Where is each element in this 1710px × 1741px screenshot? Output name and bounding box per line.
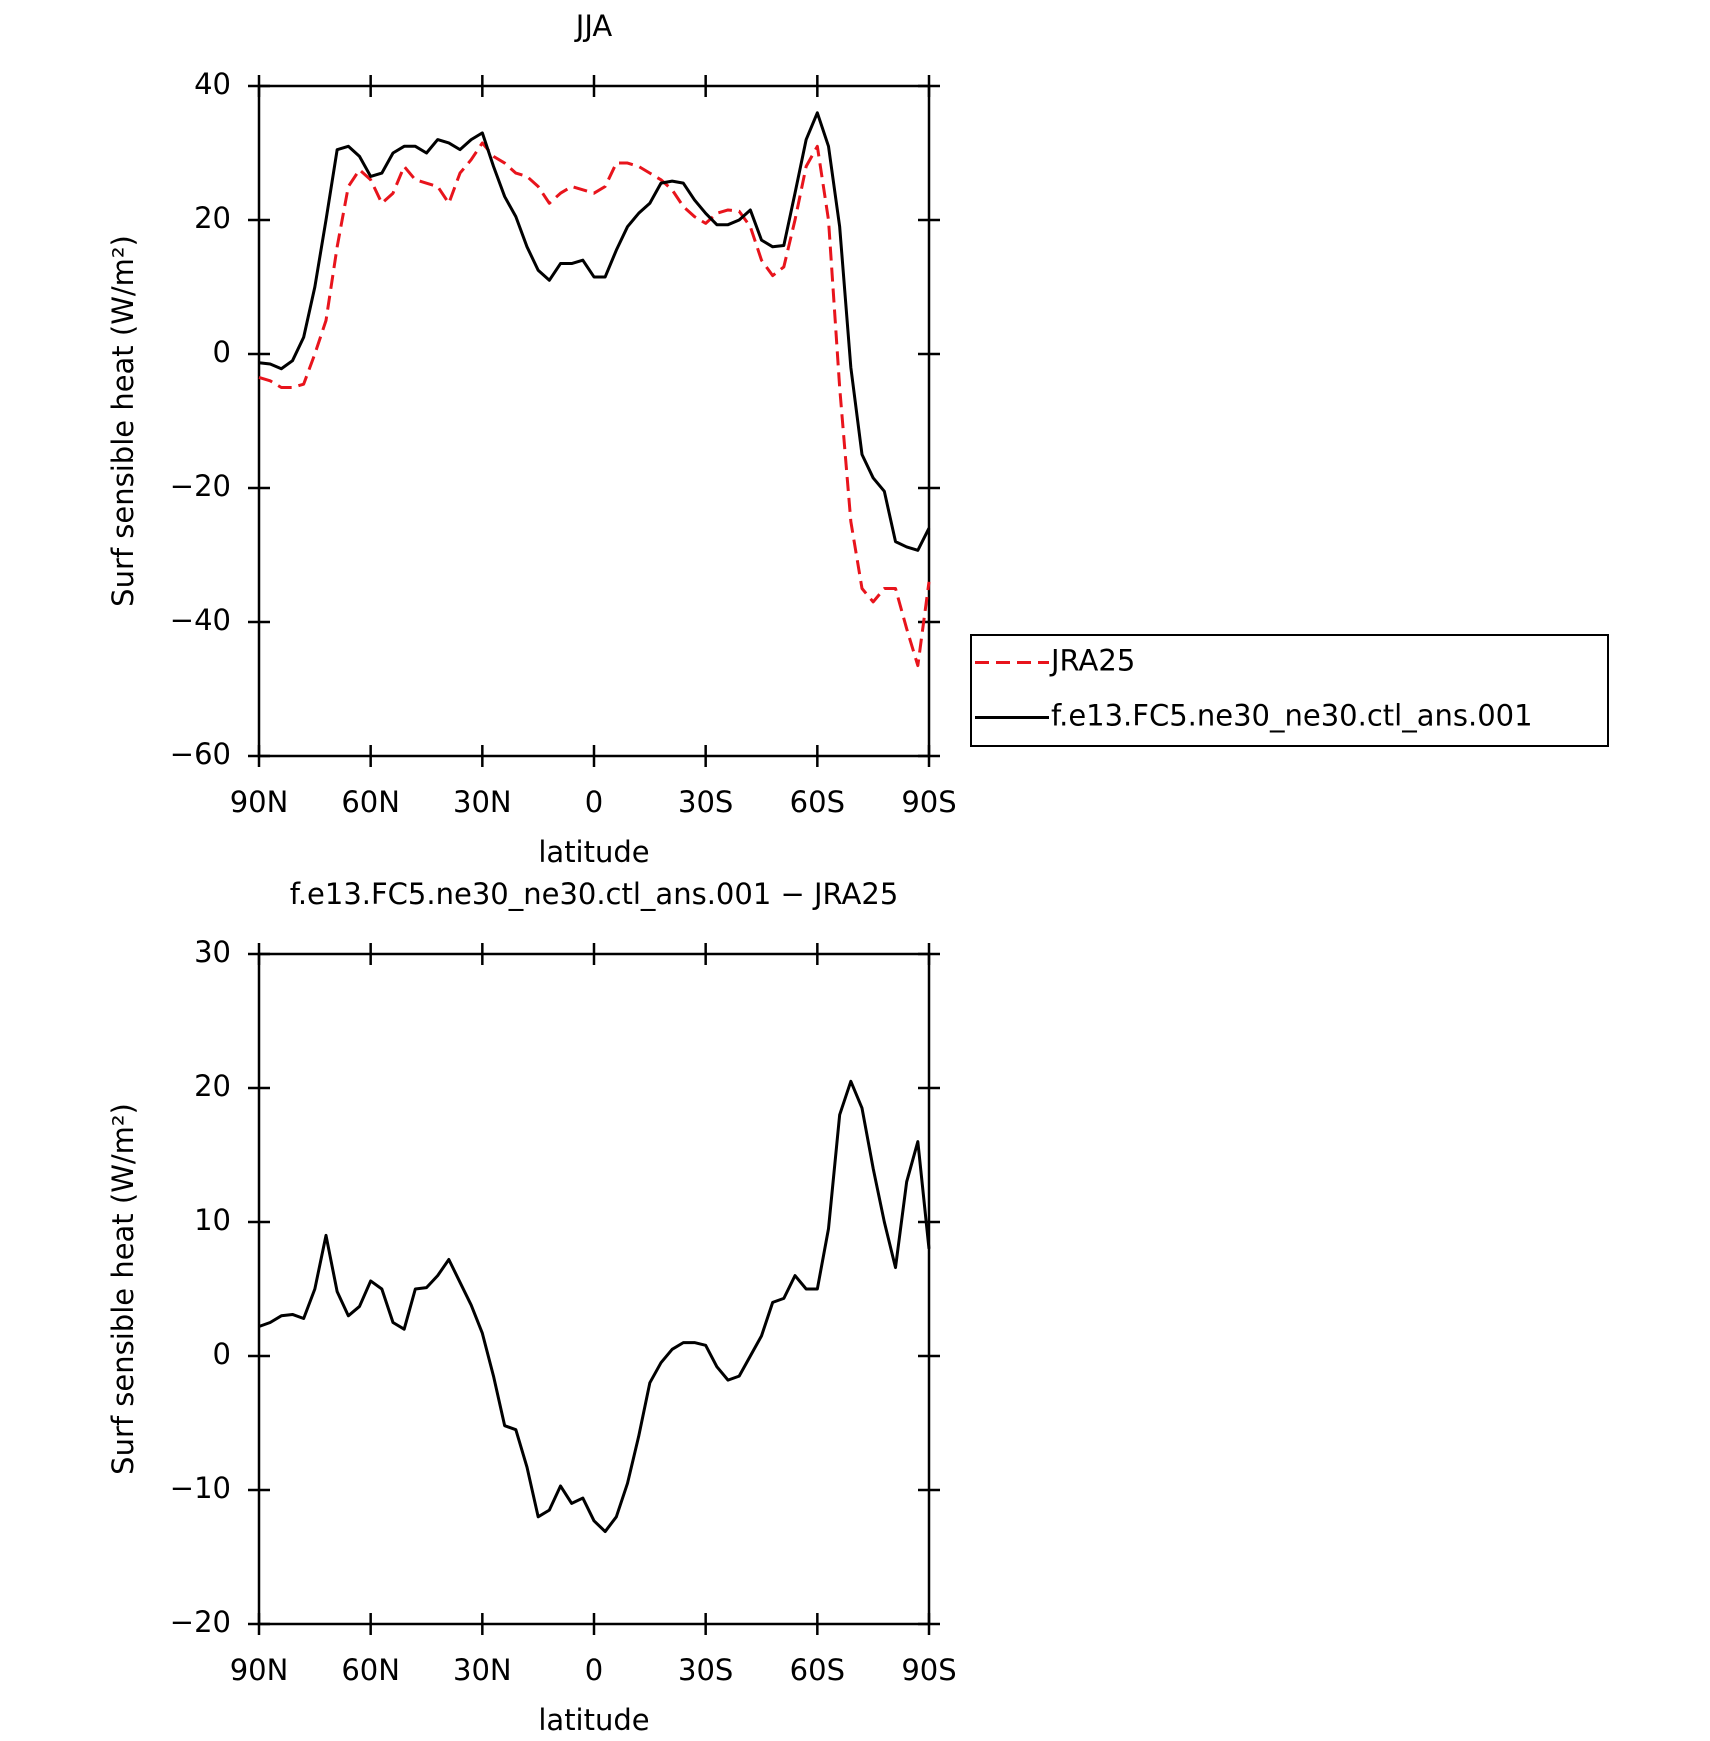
y-tick-label: 0 — [213, 1337, 231, 1371]
x-tick-label: 90S — [901, 785, 956, 819]
x-tick-label: 30N — [453, 1653, 512, 1687]
legend-box — [970, 634, 1609, 747]
data-line — [258, 1079, 931, 1534]
x-tick-label: 90N — [230, 1653, 289, 1687]
x-tick-label: 30S — [678, 785, 733, 819]
x-tick-label: 60S — [790, 1653, 845, 1687]
y-tick-label: 20 — [194, 201, 231, 235]
data-line — [258, 111, 931, 552]
y-tick-label: 40 — [194, 67, 231, 101]
x-tick-label: 90S — [901, 1653, 956, 1687]
chart-title: JJA — [574, 9, 613, 43]
y-axis-label: Surf sensible heat (W/m²) — [106, 235, 140, 607]
x-tick-label: 30N — [453, 785, 512, 819]
x-axis-label: latitude — [538, 835, 649, 869]
x-tick-label: 30S — [678, 1653, 733, 1687]
legend-label: f.e13.FC5.ne30_ne30.ctl_ans.001 — [1051, 699, 1533, 733]
y-tick-label: −20 — [170, 469, 231, 503]
legend-label: JRA25 — [1049, 644, 1135, 678]
y-tick-label: 20 — [194, 1069, 231, 1103]
y-tick-label: −20 — [170, 1605, 231, 1639]
x-tick-label: 60N — [341, 785, 400, 819]
x-tick-label: 60N — [341, 1653, 400, 1687]
chart-title: f.e13.FC5.ne30_ne30.ctl_ans.001 − JRA25 — [290, 877, 899, 911]
y-tick-label: −40 — [170, 603, 231, 637]
y-tick-label: 30 — [194, 935, 231, 969]
y-axis-label: Surf sensible heat (W/m²) — [106, 1103, 140, 1475]
y-tick-label: −60 — [170, 737, 231, 771]
y-tick-label: −10 — [170, 1471, 231, 1505]
x-tick-label: 60S — [790, 785, 845, 819]
x-axis-label: latitude — [538, 1703, 649, 1737]
x-tick-label: 0 — [585, 785, 603, 819]
plot-frame — [257, 84, 931, 758]
y-tick-label: 0 — [213, 335, 231, 369]
x-tick-label: 90N — [230, 785, 289, 819]
data-line — [258, 141, 931, 668]
x-tick-label: 0 — [585, 1653, 603, 1687]
plot-frame — [257, 952, 931, 1626]
y-tick-label: 10 — [194, 1203, 231, 1237]
